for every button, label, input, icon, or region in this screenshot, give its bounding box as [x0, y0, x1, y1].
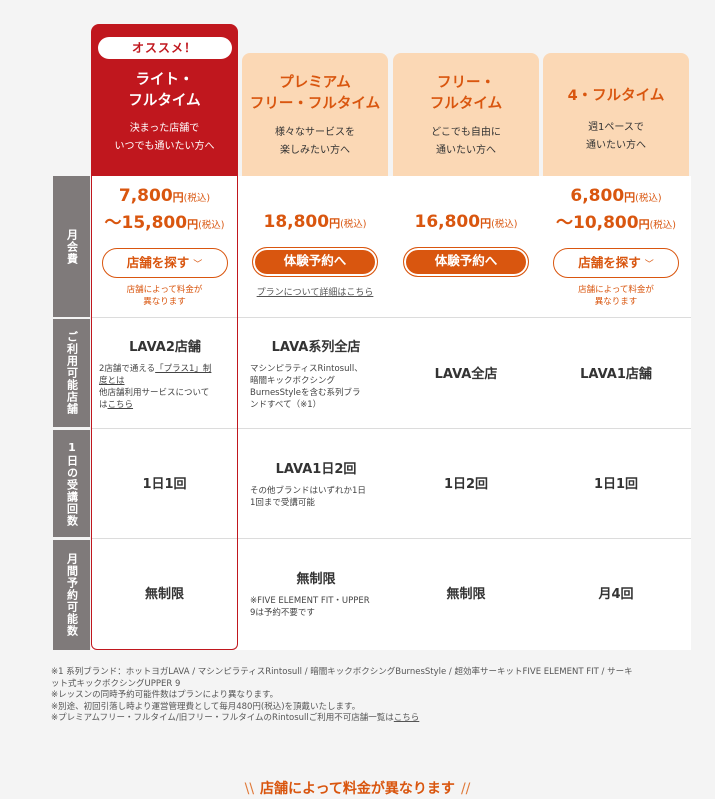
plan-description: 週1ペースで 通いたい方へ — [586, 122, 646, 151]
stores-value: LAVA1店舗 — [580, 367, 652, 382]
plan-name: ライト・ フルタイム — [128, 72, 201, 109]
price: 〜15,800円(税込) — [104, 213, 225, 233]
row-divider — [91, 428, 691, 429]
plan-header-free: フリー・ フルタイム どこでも自由に 通いたい方へ — [393, 53, 539, 176]
price-note: 店舗によって料金が 異なります — [126, 285, 203, 307]
price: 16,800円(税込) — [414, 212, 518, 232]
row-label-stores: ご利用可能店舗 — [53, 319, 90, 427]
reserve-note: ※FIVE ELEMENT FIT・UPPER 9は予約不要です — [250, 596, 370, 618]
plan-name: フリー・ フルタイム — [429, 75, 503, 112]
other-store-link[interactable]: こちら — [107, 400, 134, 410]
plan-description: どこでも自由に 通いたい方へ — [431, 127, 501, 156]
row-divider — [91, 538, 691, 539]
stores-four: LAVA1店舗 — [543, 366, 689, 384]
price: 18,800円(税込) — [263, 212, 367, 232]
price: 7,800円(税込) — [118, 186, 211, 206]
plan-description: 決まった店舗で いつでも通いたい方へ — [114, 123, 215, 152]
stores-premium: LAVA系列全店 マシンピラティスRintosull、 暗闇キックボクシング B… — [250, 339, 382, 411]
recommend-badge: オススメ！ — [97, 37, 232, 59]
footnotes: ※1 系列ブランド：ホットヨガLAVA / マシンピラティスRintosull … — [51, 667, 633, 723]
plus1-link-cont[interactable]: 度とは — [99, 376, 125, 386]
monthly-fee-premium: 18,800円(税込) 体験予約へ プランについて詳細はこちら — [242, 210, 388, 299]
row-label-reserve: 月間予約可能数 — [53, 540, 90, 650]
row-label-daily: 1日の受講回数 — [53, 430, 90, 537]
plus1-link[interactable]: 「プラス1」制 — [155, 364, 212, 374]
stores-value: LAVA全店 — [434, 367, 498, 382]
stores-value: LAVA系列全店 — [271, 340, 361, 355]
chevron-down-icon: ﹀ — [193, 260, 203, 270]
reserve-premium: 無制限 ※FIVE ELEMENT FIT・UPPER 9は予約不要です — [250, 571, 382, 619]
stores-free: LAVA全店 — [393, 366, 539, 384]
stores-note: 2店舗で通える「プラス1」制 度とは 他店舗利用サービスについて はこちら — [99, 364, 212, 410]
price: 6,800円(税込) — [570, 186, 662, 206]
reserve-lite: 無制限 — [144, 587, 184, 602]
daily-lite: 1日1回 — [142, 477, 187, 492]
stores-value: LAVA2店舗 — [129, 340, 201, 355]
price-note: 店舗によって料金が 異なります — [578, 285, 654, 307]
daily-premium: LAVA1日2回 その他ブランドはいずれか1日 1回まで受講可能 — [250, 461, 382, 509]
plan-header-lite: オススメ！ ライト・ フルタイム 決まった店舗で いつでも通いたい方へ — [91, 24, 238, 176]
plan-description: 様々なサービスを 楽しみたい方へ — [275, 127, 355, 156]
monthly-fee-free: 16,800円(税込) 体験予約へ — [393, 210, 539, 277]
daily-free: 1日2回 — [443, 477, 489, 492]
plan-header-premium: プレミアム フリー・フルタイム 様々なサービスを 楽しみたい方へ — [242, 53, 388, 176]
accent-mark-icon: \\ — [244, 781, 255, 797]
accent-mark-icon: // — [460, 781, 471, 797]
section-heading: \\ 店舗によって料金が異なります// — [244, 781, 471, 797]
find-store-button[interactable]: 店舗を探す ﹀ — [101, 248, 228, 278]
reserve-four: 月4回 — [598, 587, 634, 602]
stores-note: マシンピラティスRintosull、 暗闇キックボクシング BurnesStyl… — [250, 364, 363, 410]
plan-header-four: 4・フルタイム 週1ペースで 通いたい方へ — [543, 53, 689, 176]
plan-name: 4・フルタイム — [567, 88, 665, 104]
trial-reservation-button[interactable]: 体験予約へ — [403, 247, 529, 277]
chevron-down-icon: ﹀ — [644, 260, 654, 270]
daily-four: 1日1回 — [593, 477, 639, 492]
trial-reservation-button[interactable]: 体験予約へ — [252, 247, 378, 277]
row-label-monthly: 月会費 — [53, 176, 90, 317]
reserve-free: 無制限 — [446, 587, 486, 602]
price: 〜10,800円(税込) — [555, 213, 677, 233]
plan-name: プレミアム フリー・フルタイム — [249, 75, 381, 112]
stores-lite: LAVA2店舗 2店舗で通える「プラス1」制 度とは 他店舗利用サービスについて… — [99, 339, 231, 411]
find-store-button[interactable]: 店舗を探す ﹀ — [553, 248, 679, 278]
monthly-fee-four: 6,800円(税込) 〜10,800円(税込) 店舗を探す ﹀ 店舗によって料金が… — [543, 184, 689, 308]
monthly-fee-lite: 7,800円(税込) 〜15,800円(税込) 店舗を探す ﹀ 店舗によって料金が… — [91, 184, 238, 308]
daily-note: その他ブランドはいずれか1日 1回まで受講可能 — [250, 486, 366, 508]
row-divider — [91, 317, 691, 318]
unavailable-stores-link[interactable]: こちら — [393, 713, 420, 723]
plan-details-link[interactable]: プランについて詳細はこちら — [256, 288, 374, 298]
